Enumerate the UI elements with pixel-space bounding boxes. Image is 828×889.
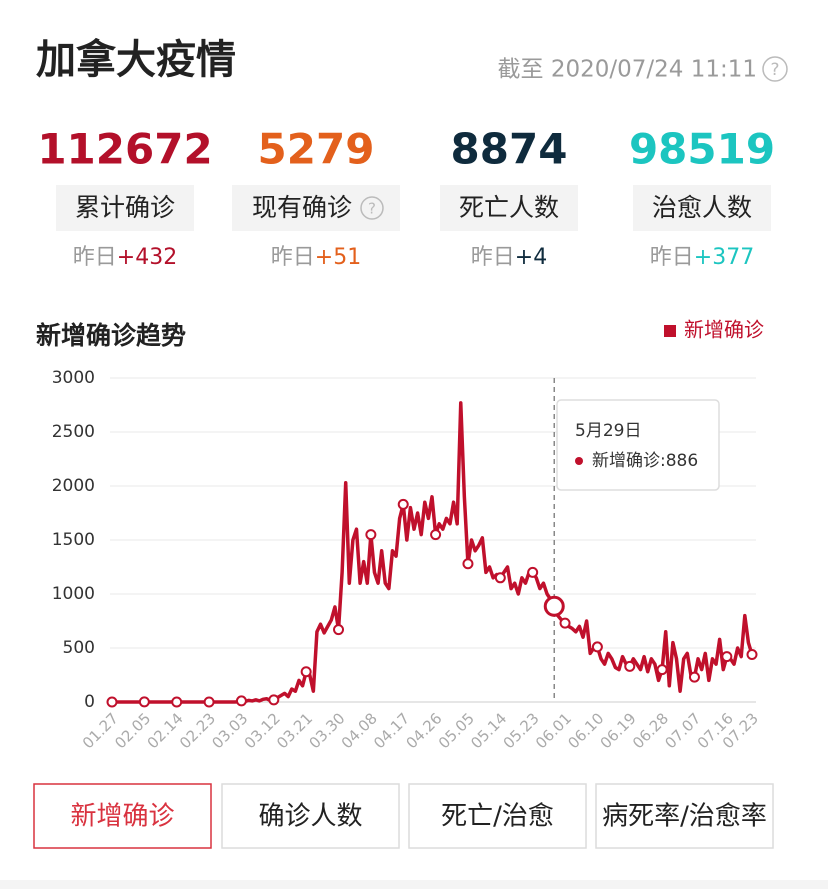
delta-label: 昨日: [271, 245, 315, 270]
tooltip-dot: [575, 457, 583, 465]
tab-button[interactable]: [221, 783, 400, 849]
tab-label: 确诊人数: [258, 802, 362, 832]
data-point: [721, 651, 733, 663]
y-tick-label: 500: [63, 638, 95, 658]
chart-title: 新增确诊趋势: [36, 321, 186, 350]
stat-label-box: [232, 185, 400, 231]
hover-point: [543, 595, 565, 617]
help-icon-mark: ?: [368, 200, 376, 218]
delta-value: +51: [315, 245, 361, 270]
y-tick-label: 2500: [52, 422, 95, 442]
stat-label-box: [633, 185, 771, 231]
data-point: [430, 529, 442, 541]
delta-value: +4: [515, 245, 547, 270]
data-point: [203, 696, 215, 708]
tab-label: 死亡/治愈: [441, 802, 554, 832]
y-tick-label: 1500: [52, 530, 95, 550]
data-line: [110, 401, 754, 704]
stat-delta: 昨日+51: [271, 245, 361, 270]
stat-label-box: [440, 185, 578, 231]
data-point: [559, 617, 571, 629]
data-point: [527, 566, 539, 578]
tab-button[interactable]: [408, 783, 587, 849]
delta-label: 昨日: [73, 245, 117, 270]
data-point: [106, 696, 118, 708]
data-point: [235, 695, 247, 707]
stat-label: 现有确诊: [252, 193, 352, 222]
data-point: [333, 624, 345, 636]
tab-button[interactable]: [33, 783, 212, 849]
stat-label: 死亡人数: [459, 193, 559, 222]
y-tick-label: 2000: [52, 476, 95, 496]
stat-delta: 昨日+4: [471, 245, 547, 270]
legend-label: 新增确诊: [684, 318, 764, 342]
delta-label: 昨日: [471, 245, 515, 270]
y-tick-label: 3000: [52, 368, 95, 388]
delta-value: +432: [117, 245, 177, 270]
data-point: [365, 529, 377, 541]
stat-label-box: [56, 185, 194, 231]
y-tick-label: 0: [84, 692, 95, 712]
legend-swatch: [664, 325, 676, 337]
delta-label: 昨日: [650, 245, 694, 270]
stat-value: 112672: [37, 125, 212, 174]
tab-label: 新增确诊: [70, 802, 174, 832]
data-point: [494, 572, 506, 584]
tab-button[interactable]: [595, 783, 774, 849]
tooltip-title: 5月29日: [575, 421, 641, 441]
data-point: [397, 498, 409, 510]
stat-label: 累计确诊: [75, 193, 175, 222]
data-point: [171, 696, 183, 708]
help-icon-mark: ?: [770, 60, 779, 80]
data-point: [746, 648, 758, 660]
bottom-strip: [0, 880, 828, 889]
stat-delta: 昨日+432: [73, 245, 177, 270]
data-point: [656, 664, 668, 676]
help-icon[interactable]: [360, 196, 384, 220]
tooltip-box: [556, 399, 720, 491]
data-point: [462, 558, 474, 570]
page-title: 加拿大疫情: [36, 37, 236, 83]
tab-label: 病死率/治愈率: [602, 802, 767, 832]
help-icon[interactable]: [762, 56, 788, 82]
tooltip-text: 新增确诊:886: [592, 451, 698, 471]
stat-label: 治愈人数: [652, 193, 752, 222]
data-point: [268, 694, 280, 706]
data-point: [591, 641, 603, 653]
stat-delta: 昨日+377: [650, 245, 754, 270]
stat-value: 98519: [629, 125, 775, 174]
stat-value: 8874: [451, 125, 568, 174]
timestamp: 截至 2020/07/24 11:11: [498, 57, 757, 83]
data-point: [138, 696, 150, 708]
data-point: [300, 666, 312, 678]
stat-value: 5279: [258, 125, 375, 174]
data-point: [624, 660, 636, 672]
delta-value: +377: [694, 245, 754, 270]
y-tick-label: 1000: [52, 584, 95, 604]
data-point: [688, 671, 700, 683]
